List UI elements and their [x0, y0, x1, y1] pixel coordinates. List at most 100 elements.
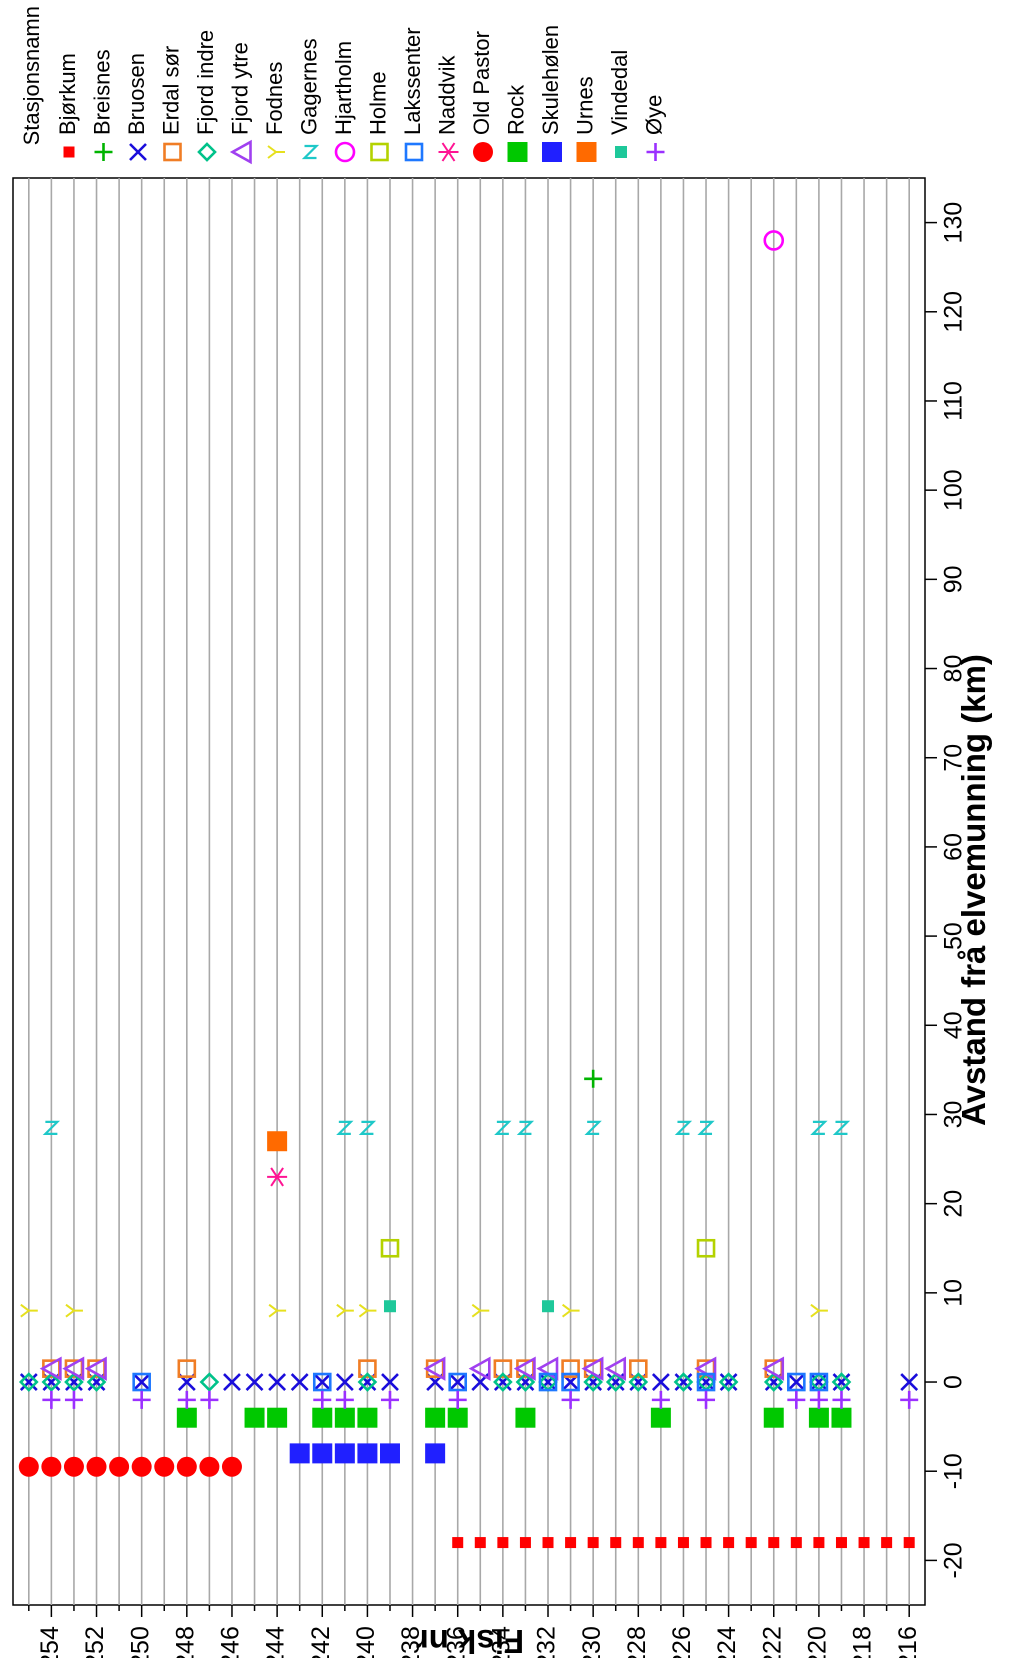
data-point: [763, 1372, 784, 1392]
legend-marker: [229, 139, 252, 165]
y-tick-label: 244: [262, 1626, 290, 1658]
data-point: [131, 1456, 152, 1477]
series-15: [267, 1131, 288, 1152]
series-10: [132, 1372, 829, 1392]
series-11: [267, 1167, 288, 1187]
data-point: [380, 1390, 399, 1409]
data-point: [474, 1537, 486, 1549]
data-point: [221, 1456, 242, 1477]
data-point: [268, 1303, 287, 1318]
data-point: [335, 1373, 354, 1391]
y-tick-label: 218: [849, 1626, 877, 1658]
data-point: [587, 1537, 599, 1549]
y-tick-label: 216: [894, 1626, 922, 1658]
data-point: [313, 1373, 332, 1391]
data-point: [177, 1390, 196, 1409]
data-point: [336, 1303, 354, 1318]
series-4: [18, 1372, 852, 1392]
data-point: [334, 1407, 355, 1428]
data-point: [651, 1390, 670, 1409]
y-tick-label: 248: [171, 1626, 199, 1658]
data-point: [561, 1372, 580, 1392]
data-point: [610, 1537, 622, 1549]
data-point: [267, 1407, 288, 1428]
data-point: [561, 1359, 580, 1378]
data-point: [881, 1537, 893, 1549]
y-tick-label: 220: [804, 1626, 832, 1658]
x-tick-label: 10: [940, 1279, 968, 1307]
data-point: [267, 1131, 288, 1152]
legend-label: Lakssenter: [400, 27, 425, 135]
data-point: [538, 1372, 558, 1392]
data-point: [673, 1372, 694, 1392]
data-point: [312, 1443, 333, 1464]
data-point: [718, 1372, 739, 1392]
data-point: [858, 1537, 870, 1549]
x-tick-label: 130: [940, 202, 968, 244]
y-axis-ticks: 216 218 220 222 224 226 228 230 232 234 236 238 240 2…: [28, 1605, 922, 1658]
data-point: [700, 1537, 712, 1549]
data-point: [132, 1372, 151, 1392]
x-tick-label: -10: [940, 1453, 968, 1489]
legend-marker: [438, 142, 459, 162]
x-tick-label: 60: [940, 833, 968, 861]
data-point: [65, 1303, 83, 1318]
data-point: [336, 1120, 354, 1135]
data-point: [132, 1390, 151, 1409]
data-point: [448, 1390, 467, 1409]
y-tick-label: 228: [623, 1626, 651, 1658]
data-point: [542, 1300, 555, 1313]
legend-marker: [370, 142, 389, 162]
series-17: [42, 1390, 919, 1409]
data-point: [425, 1443, 446, 1464]
data-point: [448, 1372, 468, 1392]
data-point: [697, 1120, 715, 1135]
series-16: [383, 1300, 555, 1313]
legend-marker: [63, 146, 75, 158]
data-point: [561, 1390, 580, 1409]
data-point: [334, 1443, 355, 1464]
y-axis-label: Fisk nr: [416, 1623, 524, 1658]
legend-label: Gagernes: [296, 38, 321, 135]
data-point: [358, 1303, 377, 1318]
x-tick-label: 100: [940, 469, 968, 511]
data-point: [650, 1407, 671, 1428]
data-point: [813, 1537, 825, 1549]
data-point: [900, 1390, 919, 1409]
legend-marker: [197, 142, 217, 162]
legend-label: Hjartholm: [331, 41, 356, 135]
y-tick-label: 230: [578, 1626, 606, 1658]
data-point: [584, 1069, 603, 1088]
series-9: [380, 1238, 716, 1258]
data-point: [41, 1372, 62, 1392]
data-point: [809, 1372, 829, 1392]
y-tick-label: 252: [81, 1626, 109, 1658]
data-point: [674, 1120, 693, 1135]
data-point: [379, 1443, 400, 1464]
data-point: [497, 1537, 509, 1549]
legend-title: Stasjonsnamn: [19, 6, 44, 145]
data-point: [629, 1359, 648, 1378]
legend-marker: [646, 143, 665, 161]
y-tick-label: 254: [36, 1626, 64, 1658]
x-tick-label: 90: [940, 565, 968, 593]
data-point: [109, 1456, 130, 1477]
data-point: [223, 1373, 241, 1391]
data-point: [719, 1373, 738, 1391]
series-14: [289, 1443, 446, 1464]
data-point: [651, 1373, 670, 1391]
y-tick-label: 226: [668, 1626, 696, 1658]
data-point: [244, 1407, 265, 1428]
data-point: [423, 1356, 446, 1381]
data-point: [358, 1359, 377, 1378]
data-point: [86, 1456, 107, 1477]
data-point: [628, 1372, 649, 1392]
y-tick-label: 238: [397, 1626, 425, 1658]
x-tick-label: 80: [940, 655, 968, 683]
legend-label: Erdal sør: [158, 46, 183, 135]
data-point: [604, 1356, 627, 1381]
data-point: [42, 1390, 61, 1409]
data-point: [471, 1303, 490, 1318]
data-point: [380, 1238, 400, 1258]
data-point: [513, 1356, 536, 1381]
